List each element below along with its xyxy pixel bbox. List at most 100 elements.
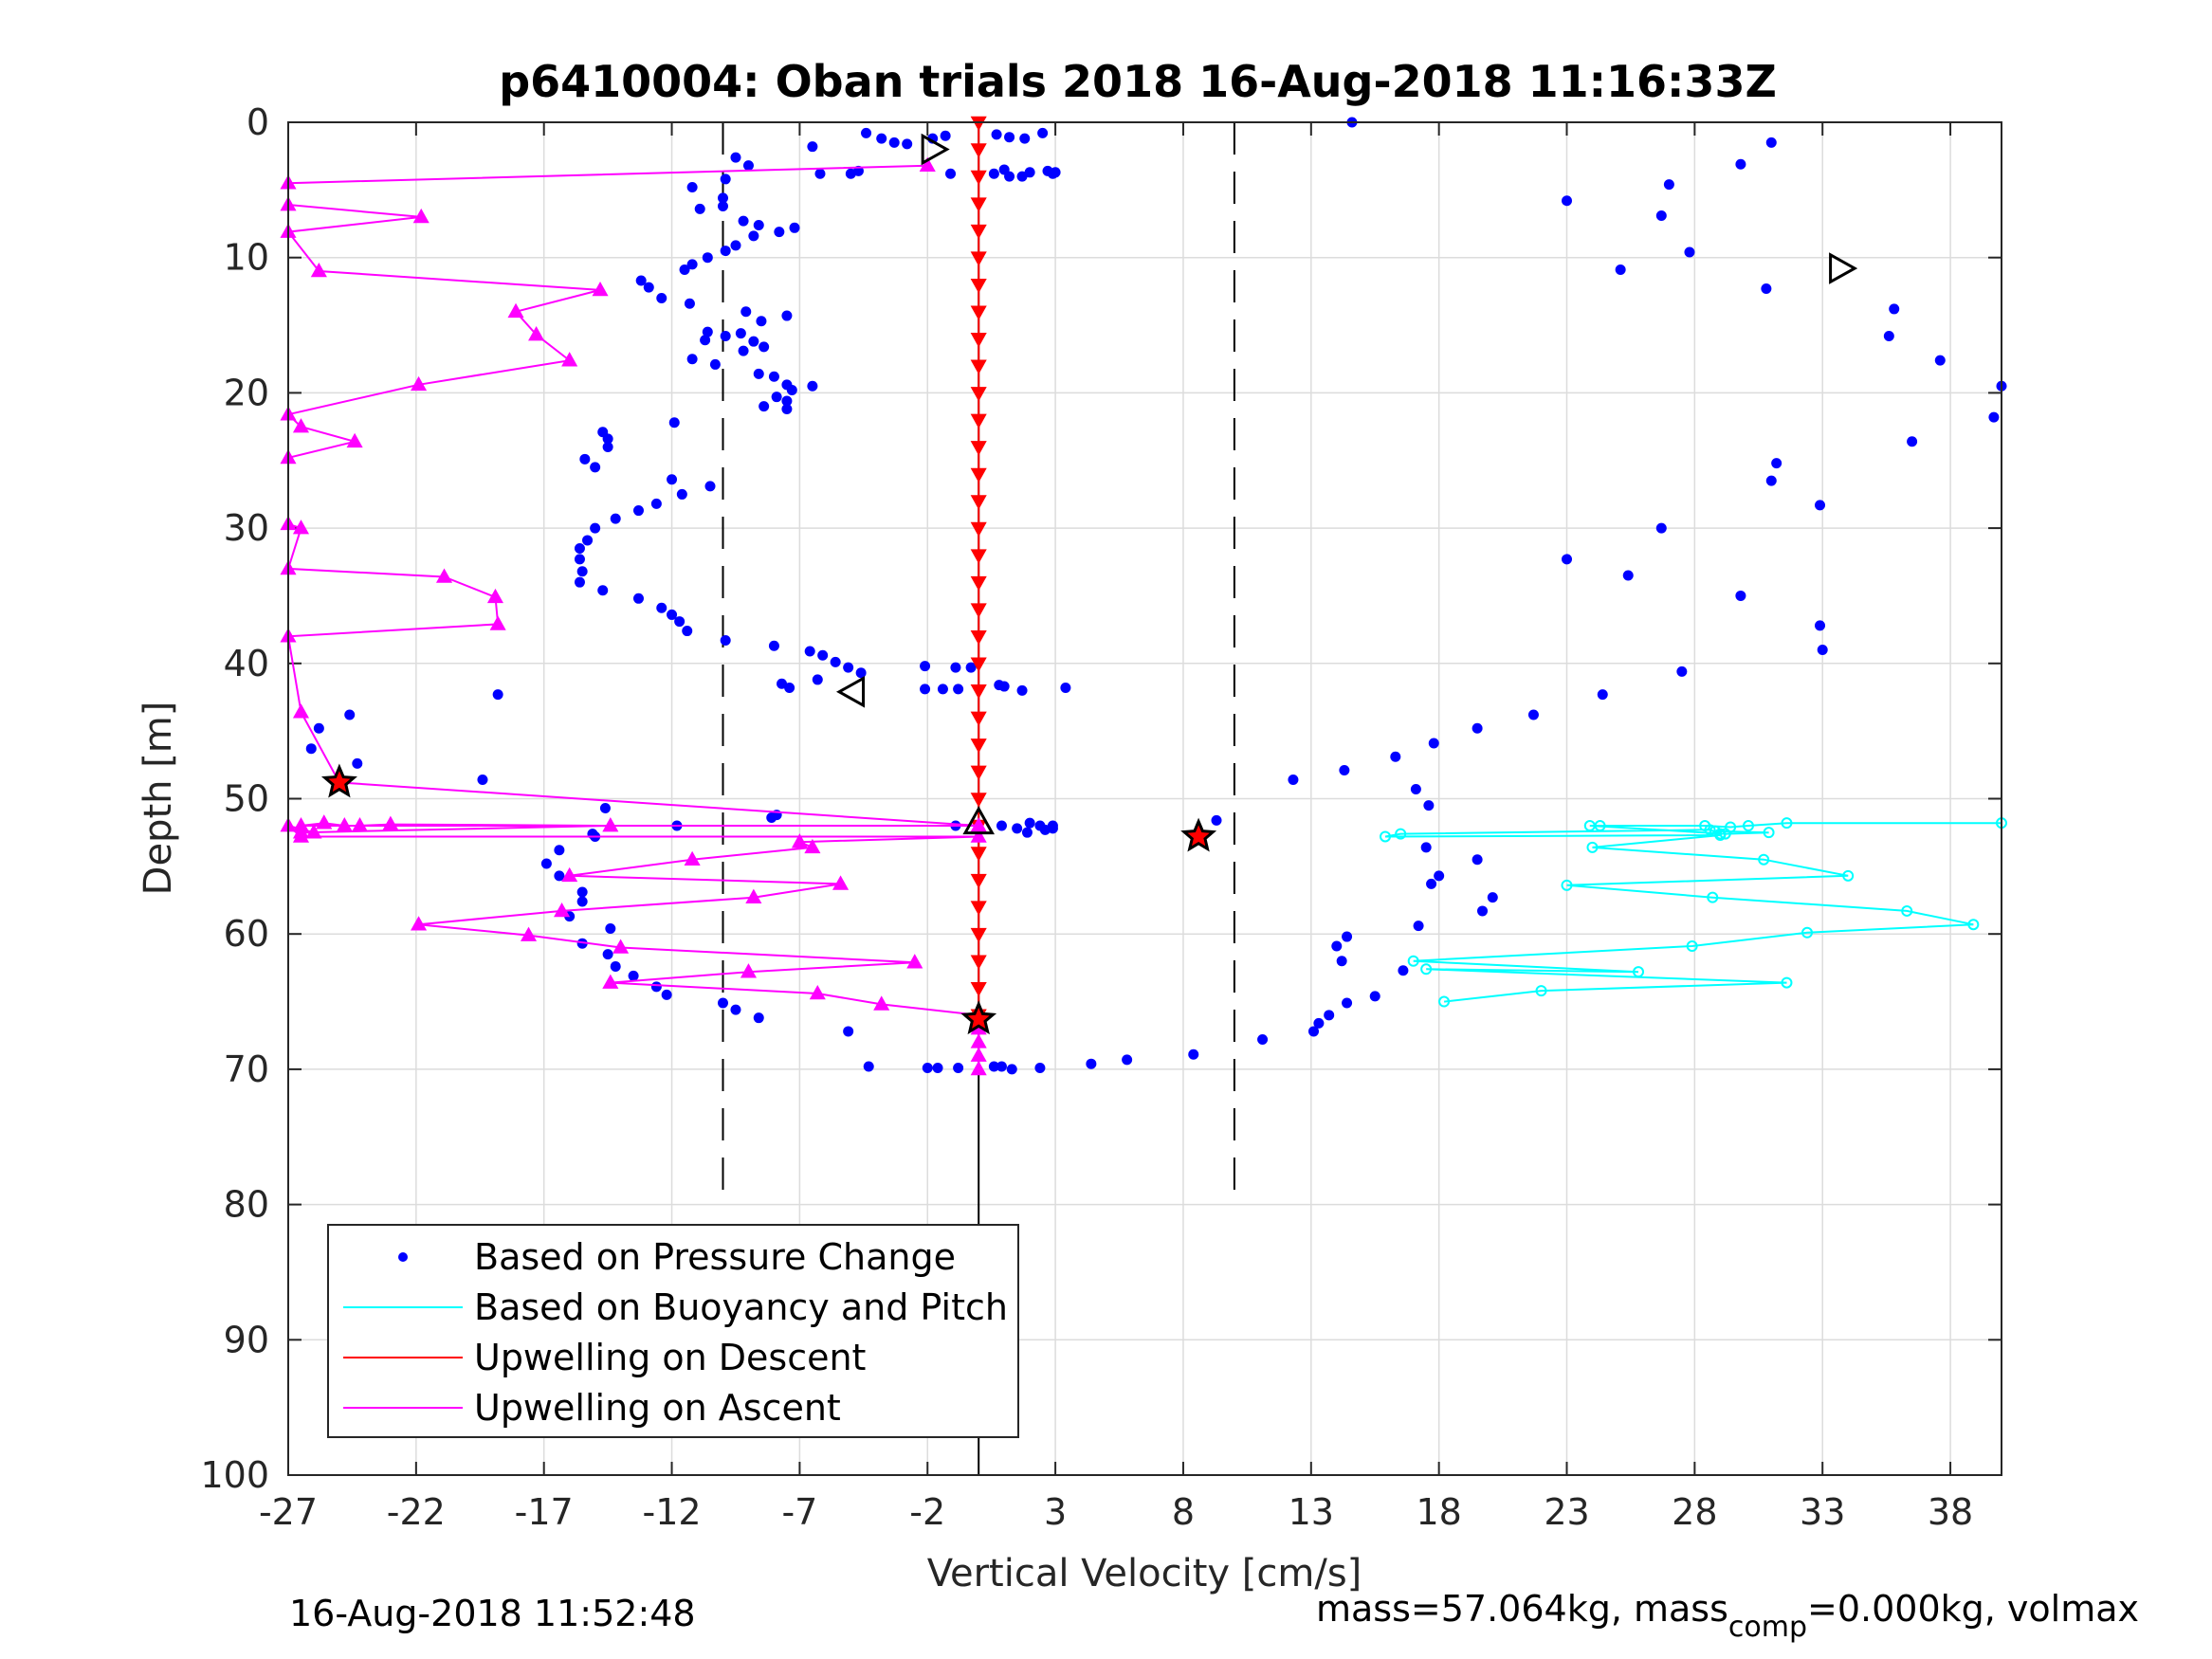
- pressure-change-point: [998, 681, 1010, 692]
- pressure-change-point: [748, 336, 759, 347]
- pressure-change-point: [817, 649, 829, 661]
- open-triangle-left-marker: [835, 675, 866, 708]
- y-tick-label: 100: [200, 1454, 269, 1496]
- pressure-change-point: [602, 433, 613, 445]
- pressure-change-point: [753, 219, 764, 230]
- upwelling-ascent-point: [292, 703, 310, 719]
- open-triangle-up-marker: [962, 806, 996, 835]
- upwelling-ascent-point: [435, 568, 453, 583]
- pressure-change-point: [1047, 823, 1058, 834]
- buoyancy-pitch-point: [1535, 985, 1547, 997]
- pressure-change-point: [574, 543, 585, 555]
- upwelling-descent-point: [970, 333, 987, 348]
- pressure-change-point: [1004, 132, 1015, 143]
- y-tick-label: 0: [247, 101, 269, 143]
- x-tick-label: -17: [515, 1491, 574, 1533]
- buoyancy-pitch-point: [1420, 963, 1433, 975]
- pressure-change-point: [717, 200, 728, 211]
- pressure-change-point: [700, 335, 711, 346]
- pressure-change-point: [861, 127, 872, 138]
- x-tick-label: -7: [781, 1491, 817, 1533]
- pressure-change-point: [804, 646, 815, 657]
- pressure-change-point: [922, 1062, 933, 1073]
- pressure-change-point: [1676, 665, 1688, 677]
- pressure-change-point: [576, 896, 588, 907]
- pressure-change-point: [1597, 689, 1608, 701]
- upwelling-descent-point: [970, 981, 987, 997]
- pressure-change-point: [1765, 475, 1777, 486]
- pressure-change-point: [768, 371, 779, 382]
- pressure-change-point: [602, 441, 613, 452]
- pressure-change-point: [635, 275, 647, 286]
- upwelling-ascent-point: [382, 815, 399, 830]
- pressure-change-point: [702, 326, 713, 337]
- pressure-change-point: [1039, 824, 1051, 835]
- pressure-change-point: [789, 222, 800, 233]
- pressure-change-point: [720, 330, 731, 341]
- pressure-change-point: [704, 481, 716, 492]
- pressure-change-point: [1472, 854, 1483, 866]
- pressure-change-point: [579, 453, 591, 465]
- upwelling-ascent-point: [310, 262, 327, 278]
- pressure-change-point: [814, 168, 826, 179]
- pressure-change-point: [1655, 522, 1667, 534]
- pressure-change-point: [720, 246, 731, 257]
- pressure-change-point: [1562, 195, 1573, 207]
- pressure-change-point: [988, 1061, 999, 1072]
- pressure-change-point: [940, 130, 951, 141]
- upwelling-ascent-point: [809, 984, 826, 1000]
- upwelling-descent-point: [970, 629, 987, 646]
- upwelling-ascent-point: [410, 916, 428, 931]
- pressure-change-point: [843, 662, 854, 673]
- pressure-change-point: [830, 656, 841, 667]
- pressure-change-point: [759, 341, 770, 353]
- pressure-change-point: [1398, 965, 1409, 976]
- buoyancy-pitch-point: [1704, 824, 1716, 836]
- upwelling-descent-point: [970, 603, 987, 618]
- x-tick-label: 13: [1289, 1491, 1334, 1533]
- pressure-change-point: [686, 354, 698, 365]
- pressure-change-point: [702, 252, 713, 264]
- pressure-change-point: [1342, 997, 1353, 1009]
- upwelling-ascent-point: [602, 974, 619, 989]
- pressure-change-point: [628, 970, 639, 981]
- pressure-change-point: [632, 592, 644, 604]
- pressure-change-point: [477, 775, 488, 786]
- upwelling-ascent-point: [970, 828, 987, 843]
- upwelling-descent-point: [970, 711, 987, 726]
- pressure-change-point: [738, 215, 749, 227]
- upwelling-descent-point: [970, 359, 987, 374]
- buoyancy-pitch-point: [1380, 830, 1392, 843]
- pressure-change-point: [953, 1062, 964, 1073]
- pressure-change-point: [1122, 1054, 1133, 1066]
- pressure-change-point: [1211, 814, 1222, 826]
- upwelling-ascent-point: [592, 281, 609, 297]
- pressure-change-point: [599, 802, 611, 813]
- pressure-change-point: [709, 358, 721, 370]
- x-tick-label: 8: [1172, 1491, 1195, 1533]
- upwelling-descent-point: [970, 305, 987, 320]
- upwelling-ascent-point: [489, 615, 506, 630]
- pressure-change-point: [492, 689, 503, 701]
- buoyancy-pitch-point: [1742, 820, 1754, 832]
- pressure-change-point: [1735, 158, 1746, 170]
- pressure-change-point: [1004, 171, 1015, 182]
- pressure-change-point: [945, 168, 957, 179]
- pressure-change-point: [717, 192, 728, 204]
- pressure-change-point: [1815, 620, 1826, 631]
- pressure-change-point: [1019, 133, 1031, 144]
- pressure-change-point: [759, 401, 770, 412]
- buoyancy-pitch-point: [1719, 828, 1731, 840]
- upwelling-ascent-point: [745, 888, 762, 903]
- pressure-change-point: [1765, 137, 1777, 148]
- upwelling-descent-point: [970, 927, 987, 943]
- pressure-change-point: [650, 498, 662, 509]
- y-tick-label: 30: [224, 507, 269, 549]
- buoyancy-pitch-point: [1583, 820, 1596, 832]
- upwelling-ascent-point: [919, 156, 936, 172]
- upwelling-ascent-point: [804, 838, 821, 854]
- pressure-change-point: [807, 141, 818, 153]
- pressure-change-point: [305, 743, 317, 755]
- pressure-change-point: [661, 989, 672, 1000]
- upwelling-descent-point: [970, 657, 987, 672]
